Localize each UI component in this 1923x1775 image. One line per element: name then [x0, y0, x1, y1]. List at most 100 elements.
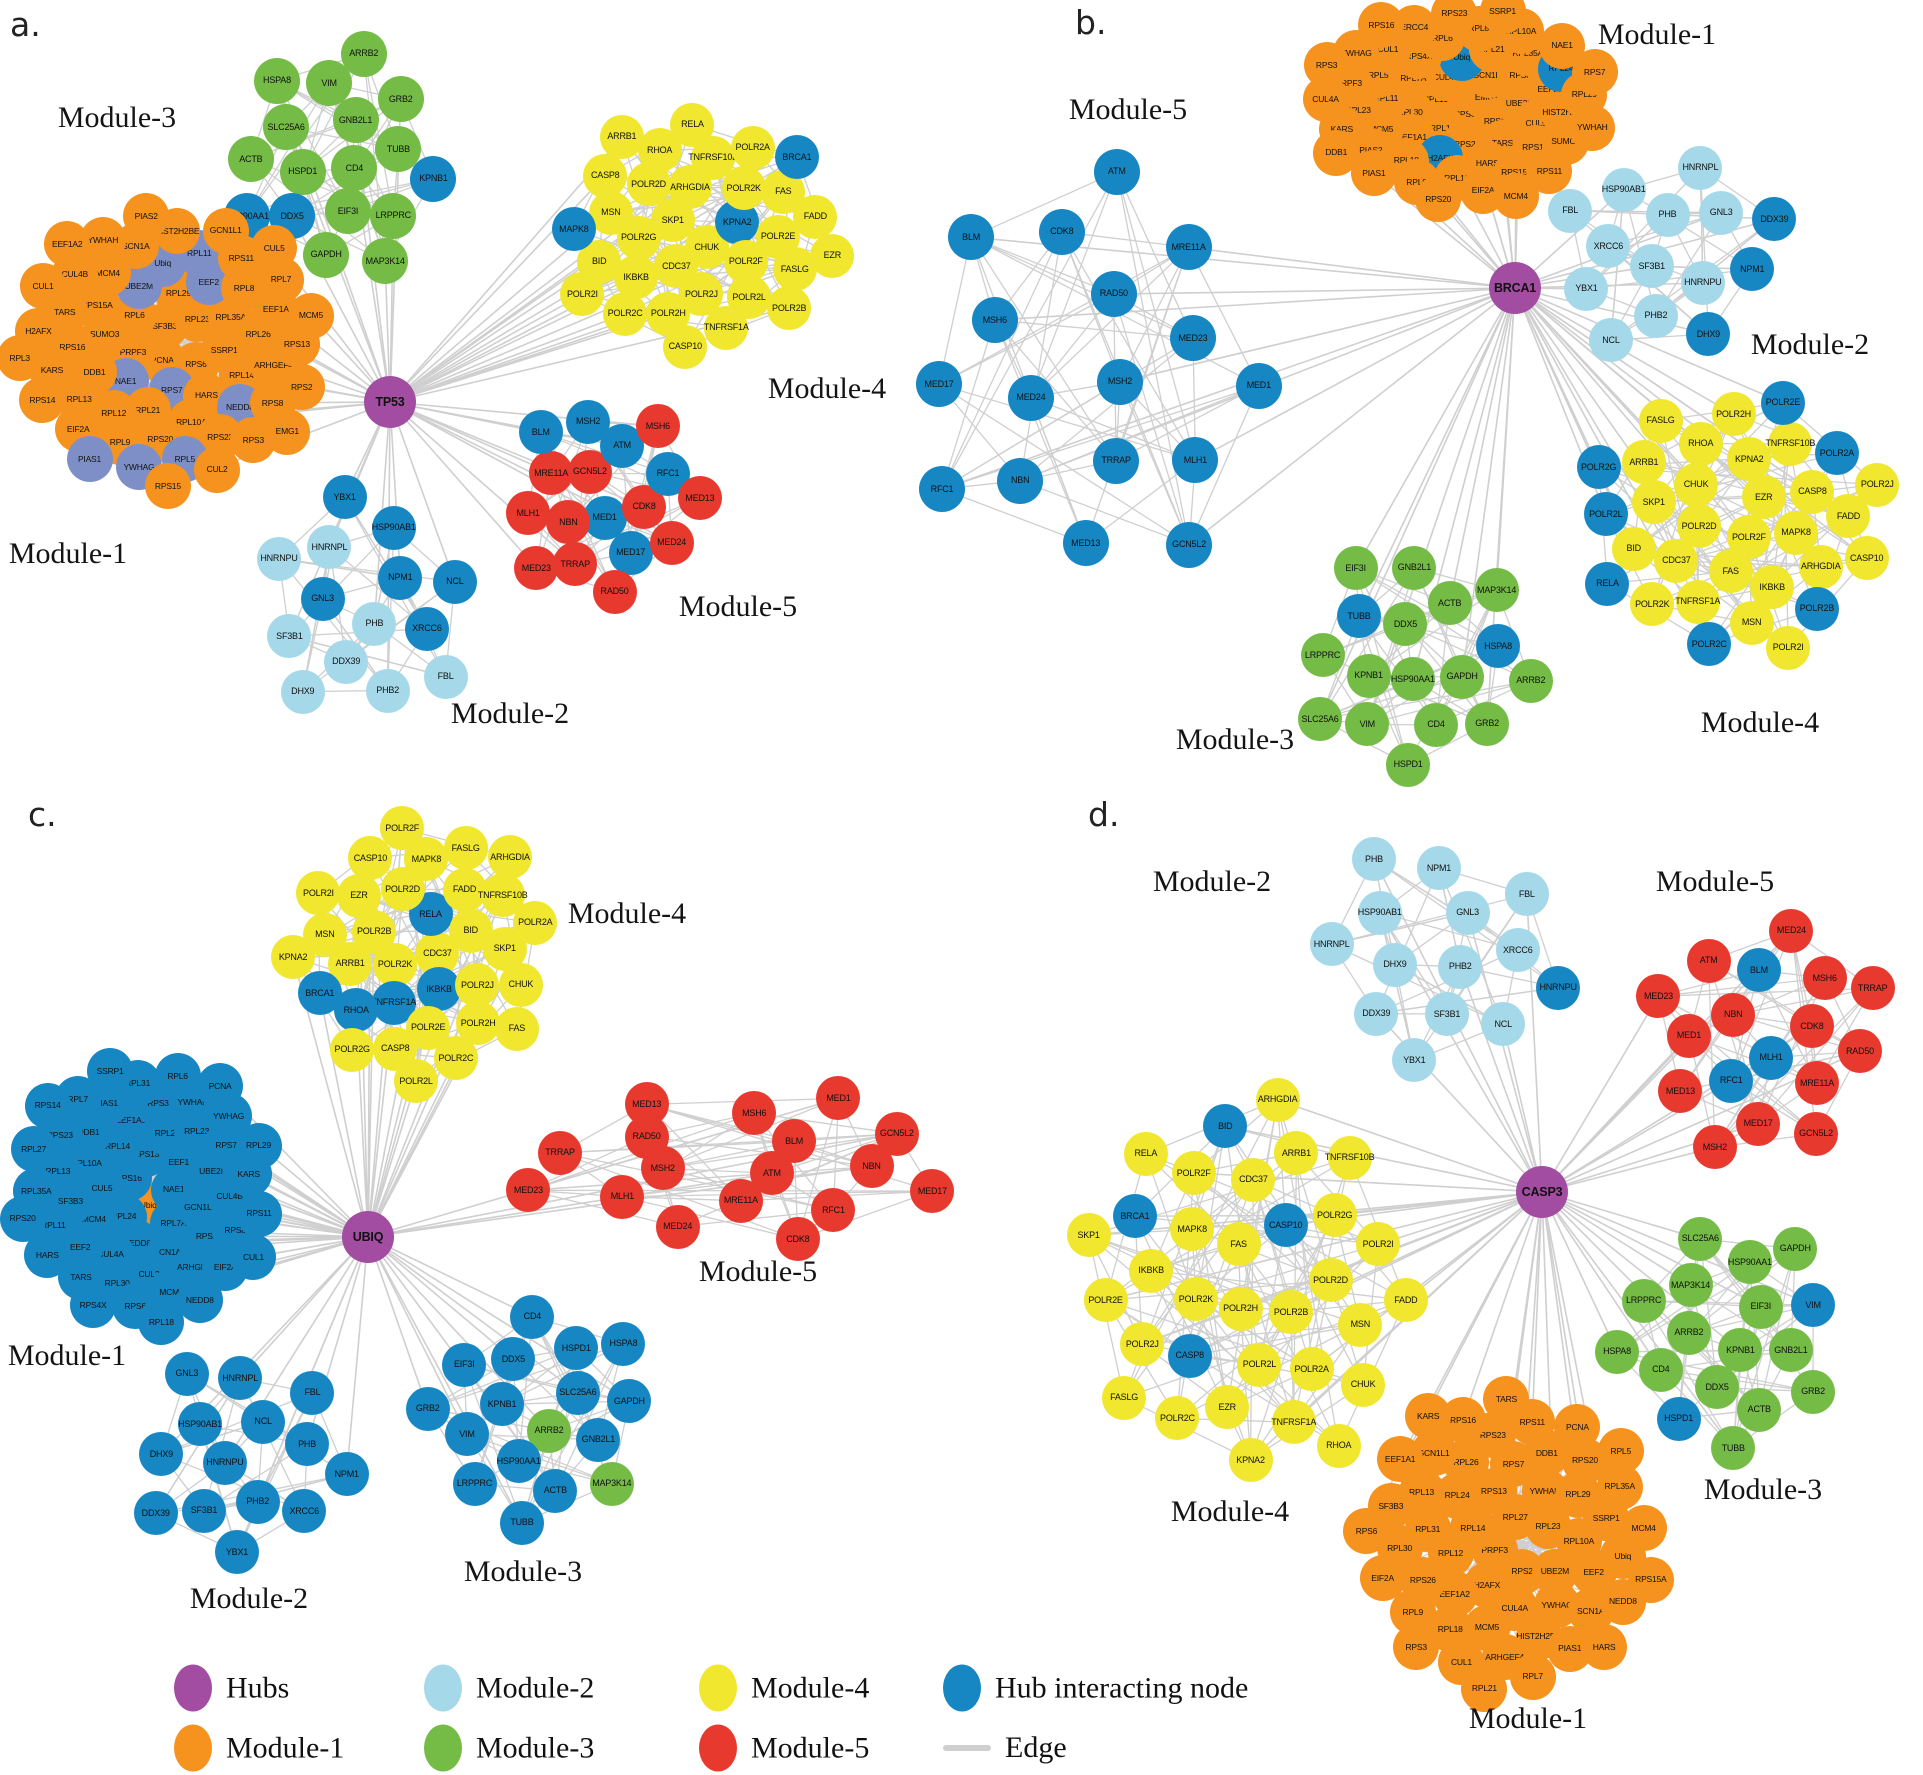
node-d-ARHGDIA[interactable]: ARHGDIA [1255, 1077, 1300, 1122]
node-b-POLR2A[interactable]: POLR2A [1814, 431, 1859, 476]
node-a-MED24[interactable]: MED24 [649, 520, 694, 565]
node-c-GRB2[interactable]: GRB2 [405, 1386, 450, 1431]
node-a-CD4[interactable]: CD4 [331, 145, 378, 192]
node-c-RPS4X[interactable]: RPS4X [70, 1282, 117, 1328]
node-c-GNB2L1[interactable]: GNB2L1 [576, 1417, 621, 1462]
node-c-CASP10[interactable]: CASP10 [348, 836, 393, 881]
node-d-MCM4[interactable]: MCM4 [1620, 1505, 1667, 1552]
node-b-MED13[interactable]: MED13 [1062, 520, 1109, 567]
node-b-MED1[interactable]: MED1 [1235, 362, 1282, 409]
hub-CASP3[interactable]: CASP3 [1516, 1166, 1568, 1218]
node-d-CDK8[interactable]: CDK8 [1789, 1004, 1834, 1049]
hub-TP53[interactable]: TP53 [364, 376, 416, 428]
node-a-GAPDH[interactable]: GAPDH [303, 231, 350, 278]
node-c-SSRP1[interactable]: SSRP1 [87, 1047, 134, 1094]
node-c-HSPD1[interactable]: HSPD1 [554, 1326, 599, 1371]
node-d-RAD50[interactable]: RAD50 [1837, 1029, 1882, 1074]
node-a-YBX1[interactable]: YBX1 [322, 475, 367, 520]
node-d-POLR2F[interactable]: POLR2F [1171, 1151, 1216, 1195]
node-a-CASP10[interactable]: CASP10 [663, 324, 708, 369]
node-c-ARHGDIA[interactable]: ARHGDIA [488, 835, 533, 880]
node-b-GNL3[interactable]: GNL3 [1699, 190, 1744, 235]
node-a-RPS2[interactable]: RPS2 [278, 364, 325, 411]
node-a-MAP3K14[interactable]: MAP3K14 [362, 238, 409, 285]
node-d-MSH2[interactable]: MSH2 [1692, 1125, 1737, 1170]
node-d-MLH1[interactable]: MLH1 [1749, 1035, 1794, 1080]
node-b-POLR2L[interactable]: POLR2L [1583, 492, 1628, 537]
node-b-HSPD1[interactable]: HSPD1 [1386, 742, 1431, 787]
node-a-FADD[interactable]: FADD [793, 194, 838, 239]
node-a-MED13[interactable]: MED13 [677, 476, 722, 521]
node-d-PHB2[interactable]: PHB2 [1438, 944, 1483, 989]
node-b-RPS3[interactable]: RPS3 [1303, 41, 1350, 88]
node-b-EZR[interactable]: EZR [1741, 475, 1786, 520]
node-d-RELA[interactable]: RELA [1123, 1131, 1168, 1176]
node-b-MED24[interactable]: MED24 [1007, 374, 1054, 421]
node-a-XRCC6[interactable]: XRCC6 [404, 606, 449, 651]
node-d-TNFRSF10B[interactable]: TNFRSF10B [1325, 1135, 1375, 1180]
node-d-POLR2C[interactable]: POLR2C [1155, 1396, 1200, 1441]
node-b-RPS23[interactable]: RPS23 [1431, 0, 1478, 37]
node-a-IKBKB[interactable]: IKBKB [614, 255, 659, 300]
node-d-FADD[interactable]: FADD [1383, 1278, 1428, 1323]
node-d-POLR2I[interactable]: POLR2I [1356, 1222, 1401, 1267]
node-a-CASP8[interactable]: CASP8 [583, 153, 628, 198]
node-a-MSH6[interactable]: MSH6 [635, 404, 680, 449]
node-b-ACTB[interactable]: ACTB [1427, 581, 1472, 626]
node-d-GRB2[interactable]: GRB2 [1791, 1369, 1836, 1414]
node-c-MLH1[interactable]: MLH1 [600, 1174, 645, 1219]
node-a-MRE11A[interactable]: MRE11A [529, 451, 574, 496]
node-d-XRCC6[interactable]: XRCC6 [1495, 928, 1540, 973]
node-d-RPS15A[interactable]: RPS15A [1627, 1556, 1674, 1603]
node-a-ARRB1[interactable]: ARRB1 [599, 114, 644, 159]
node-c-EIF3I[interactable]: EIF3I [442, 1342, 487, 1387]
node-a-EEF1A2[interactable]: EEF1A2 [44, 220, 91, 267]
node-a-GRB2[interactable]: GRB2 [377, 76, 424, 123]
node-b-HNRNPL[interactable]: HNRNPL [1678, 145, 1723, 190]
node-a-PIAS1[interactable]: PIAS1 [66, 435, 113, 482]
node-c-LRPPRC[interactable]: LRPPRC [452, 1461, 497, 1506]
node-a-CUL5[interactable]: CUL5 [251, 225, 298, 272]
node-a-HNRNPL[interactable]: HNRNPL [307, 525, 352, 570]
node-a-VIM[interactable]: VIM [306, 60, 353, 107]
node-a-BLM[interactable]: BLM [518, 410, 563, 455]
node-b-PHB[interactable]: PHB [1645, 192, 1690, 237]
node-a-SLC25A6[interactable]: SLC25A6 [263, 104, 310, 151]
node-d-TARS[interactable]: TARS [1483, 1376, 1530, 1423]
node-d-RPL7[interactable]: RPL7 [1509, 1653, 1556, 1700]
node-c-POLR2C[interactable]: POLR2C [433, 1036, 478, 1081]
node-b-RFC1[interactable]: RFC1 [919, 466, 966, 513]
node-d-MSH6[interactable]: MSH6 [1802, 956, 1847, 1001]
node-a-GNB2L1[interactable]: GNB2L1 [332, 97, 379, 144]
node-b-MCM4[interactable]: MCM4 [1492, 173, 1539, 220]
node-b-DDB1[interactable]: DDB1 [1313, 129, 1360, 176]
node-b-HSPA8[interactable]: HSPA8 [1476, 624, 1520, 669]
node-d-HSPA8[interactable]: HSPA8 [1595, 1329, 1639, 1374]
node-d-HSP90AA1[interactable]: HSP90AA1 [1727, 1240, 1772, 1285]
node-b-XRCC6[interactable]: XRCC6 [1586, 224, 1631, 268]
node-d-ARRB1[interactable]: ARRB1 [1274, 1131, 1319, 1176]
node-b-VIM[interactable]: VIM [1345, 702, 1390, 747]
node-a-FBL[interactable]: FBL [423, 654, 468, 699]
node-d-POLR2A[interactable]: POLR2A [1289, 1347, 1334, 1392]
node-c-RFC1[interactable]: RFC1 [811, 1188, 856, 1233]
node-d-MED17[interactable]: MED17 [1736, 1101, 1781, 1146]
node-c-FASLG[interactable]: FASLG [443, 826, 488, 871]
node-b-EIF3I[interactable]: EIF3I [1333, 546, 1378, 591]
node-b-PIAS1[interactable]: PIAS1 [1350, 150, 1397, 197]
node-c-BRCA1[interactable]: BRCA1 [297, 971, 342, 1016]
node-b-GNB2L1[interactable]: GNB2L1 [1392, 545, 1437, 590]
node-a-EIF3I[interactable]: EIF3I [324, 188, 371, 235]
node-c-FADD[interactable]: FADD [442, 867, 487, 912]
hub-UBIQ[interactable]: UBIQ [342, 1211, 394, 1263]
node-d-HSP90AB1[interactable]: HSP90AB1 [1357, 890, 1402, 935]
node-b-RAD50[interactable]: RAD50 [1090, 270, 1137, 317]
node-d-YBX1[interactable]: YBX1 [1392, 1038, 1437, 1083]
node-b-PHB2[interactable]: PHB2 [1633, 293, 1678, 338]
node-c-MED24[interactable]: MED24 [655, 1204, 700, 1249]
node-a-ARRB2[interactable]: ARRB2 [340, 30, 387, 77]
node-d-NCL[interactable]: NCL [1481, 1002, 1526, 1047]
node-d-IKBKB[interactable]: IKBKB [1129, 1248, 1174, 1293]
node-b-FAS[interactable]: FAS [1708, 549, 1753, 594]
node-d-KARS[interactable]: KARS [1405, 1393, 1452, 1440]
